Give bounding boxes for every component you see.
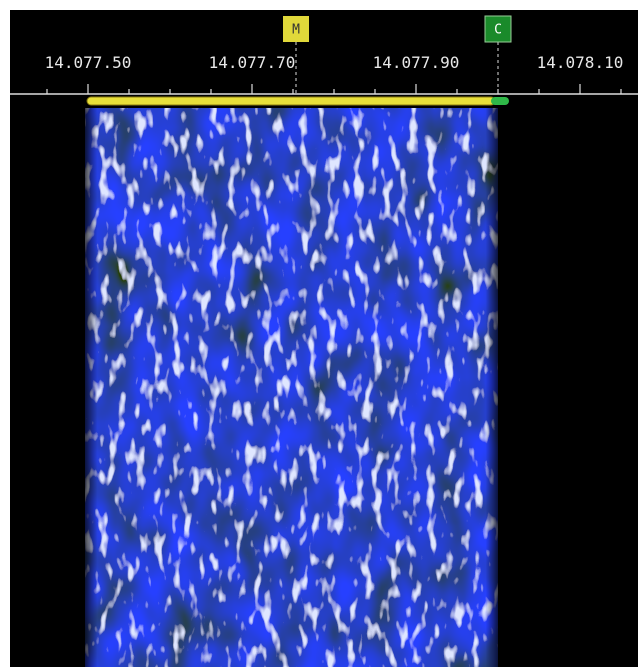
scale-label: 14.077.70 [209,53,296,72]
page: 14.077.50 14.077.70 14.077.90 14.078.10 M C… [0,0,638,667]
waterfall-edge [85,108,498,667]
scale-label: 14.077.90 [373,53,460,72]
passband-handle[interactable] [491,97,509,105]
marker-m-label: M [292,23,300,38]
marker-c-label: C [494,23,502,38]
scale-label: 14.078.10 [537,53,624,72]
waterfall-view: 14.077.50 14.077.70 14.077.90 14.078.10 M C [0,0,638,667]
scale-label: 14.077.50 [45,53,132,72]
passband-bar[interactable] [87,97,495,105]
